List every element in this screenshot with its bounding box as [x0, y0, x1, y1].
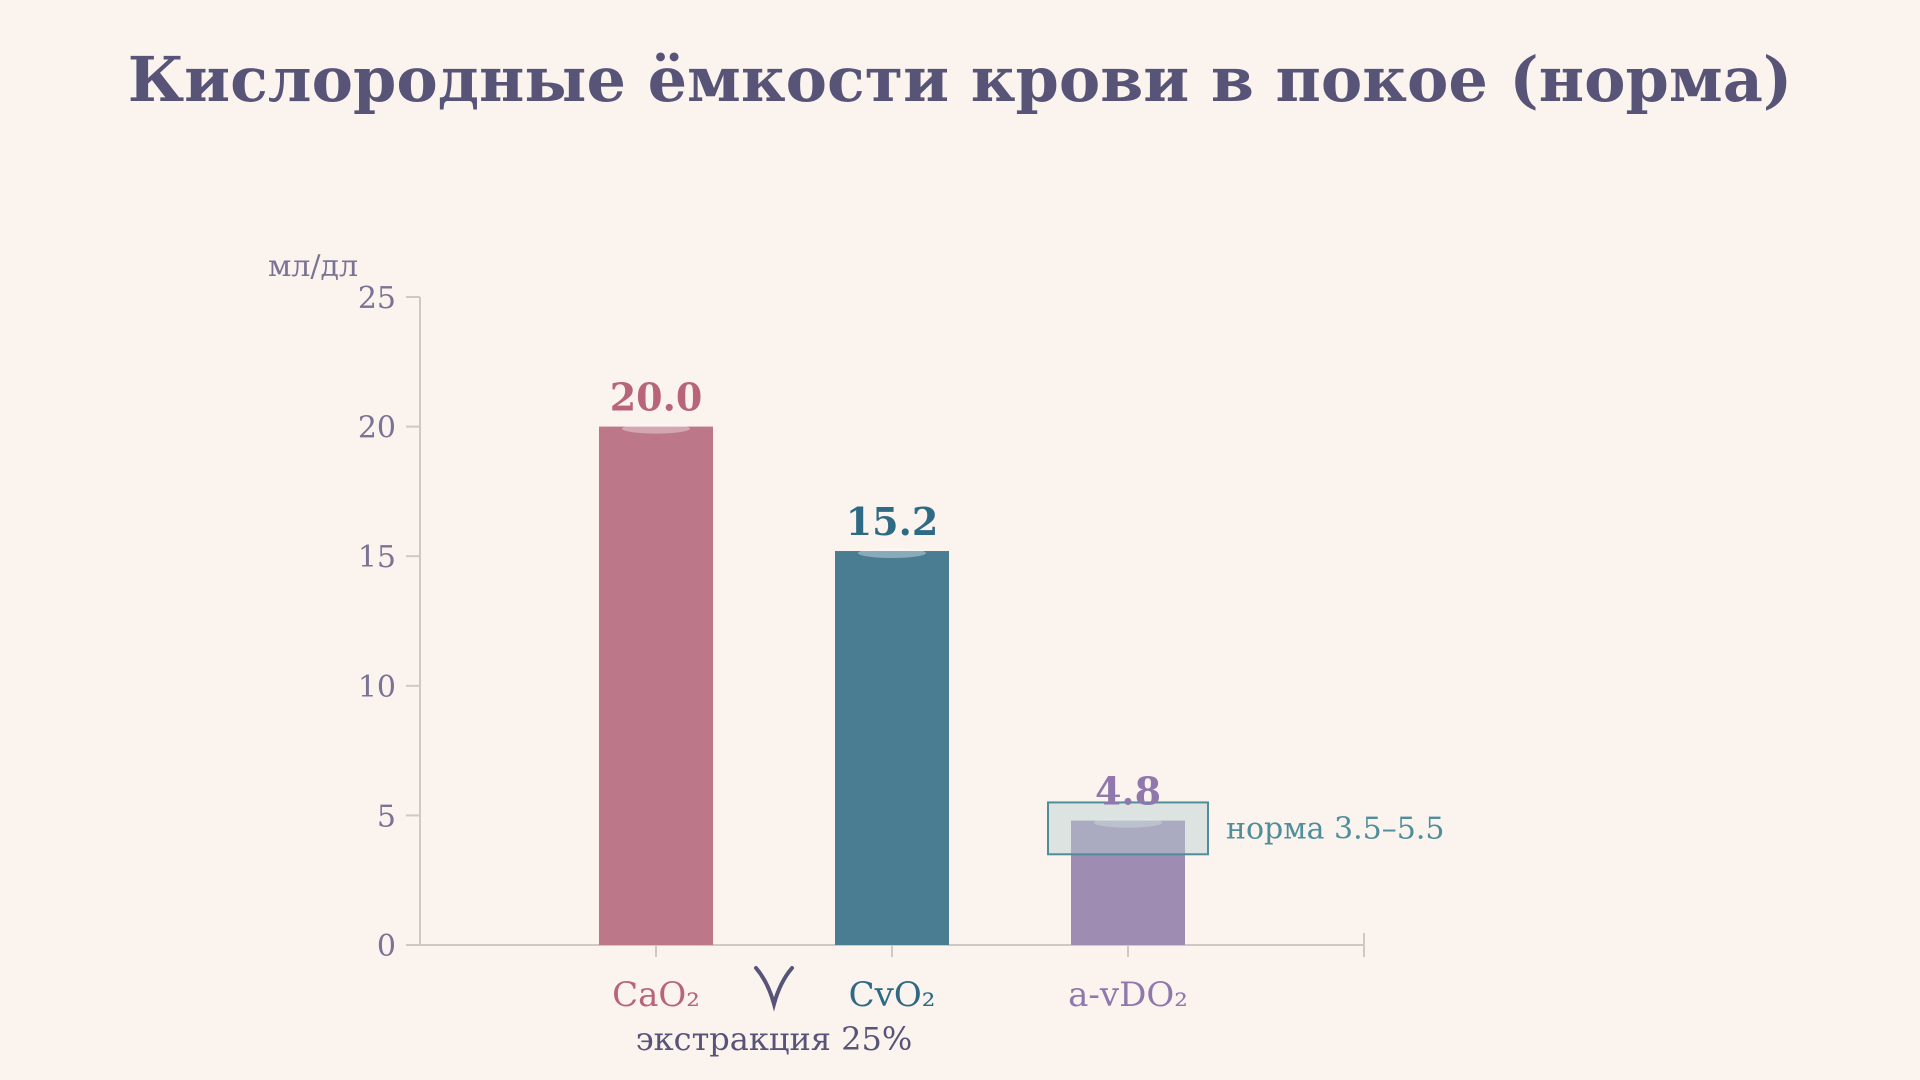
normal-range-box — [1047, 801, 1209, 856]
extraction-annotation: экстракция 25% — [636, 1020, 913, 1058]
y-axis-unit-label: мл/дл — [268, 249, 358, 284]
y-tick-label: 5 — [377, 799, 396, 834]
extraction-annotation-group: экстракция 25% — [636, 966, 913, 1058]
category-label: a-vDO₂ — [1068, 975, 1188, 1015]
chart-title: Кислородные ёмкости крови в покое (норма… — [128, 43, 1792, 116]
category-label: CaO₂ — [612, 975, 700, 1015]
bar — [1071, 820, 1185, 945]
bar-highlight — [858, 548, 926, 559]
category-label: CvO₂ — [849, 975, 936, 1015]
y-tick-label: 25 — [358, 281, 396, 316]
normal-range-label: норма 3.5–5.5 — [1226, 811, 1444, 846]
y-axis-ticks: 0 5 10 15 20 25 — [358, 281, 1365, 964]
bar — [599, 426, 713, 946]
normal-range-group: норма 3.5–5.5 — [1047, 801, 1444, 856]
labels-group: CaO₂ CvO₂ a-vDO₂ 20.0 15.2 4.8 — [610, 375, 1188, 1015]
extraction-chevron-icon — [754, 966, 794, 1012]
bars-group — [599, 423, 1185, 946]
bar-highlight — [1094, 817, 1162, 828]
y-tick-label: 20 — [358, 411, 396, 446]
value-label: 15.2 — [846, 499, 939, 544]
y-tick-label: 10 — [358, 670, 396, 705]
value-label: 4.8 — [1095, 769, 1161, 814]
value-label: 20.0 — [610, 375, 703, 420]
y-tick-label: 0 — [377, 929, 396, 964]
y-tick-label: 15 — [358, 540, 396, 575]
bar-highlight — [622, 423, 690, 434]
bar — [835, 551, 949, 945]
